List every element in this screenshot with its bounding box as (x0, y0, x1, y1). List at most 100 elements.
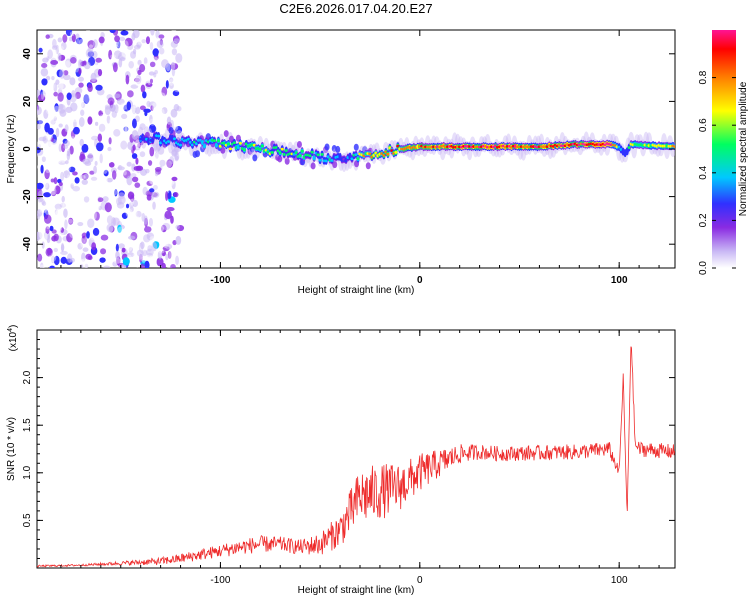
spectrogram-track-cell (216, 139, 221, 143)
spectrogram-noise-cell (156, 79, 164, 89)
spectrogram-noise-cell (149, 188, 155, 193)
spectrogram-xlabel: Height of straight line (km) (298, 285, 415, 296)
spectrogram-noise-cell (89, 170, 95, 175)
spectrogram-noise-cell (46, 247, 53, 256)
spectrogram-noise-cell (65, 58, 72, 68)
spectrogram-noise-cell (60, 171, 65, 182)
spectrogram-noise-cell (64, 140, 70, 147)
spectrogram-noise-cell (66, 92, 72, 101)
spectrogram-noise-cell (54, 156, 62, 164)
spectrogram-noise-cell (38, 228, 44, 239)
spectrogram-noise-cell (162, 240, 169, 249)
spectrogram-noise-cell (41, 201, 47, 207)
spectrogram-noise-cell (154, 107, 160, 115)
spectrogram-noise-cell (102, 196, 109, 202)
spectrogram-noise-cell (156, 257, 164, 267)
spectrogram-noise-cell (169, 30, 178, 37)
spectrogram-noise-cell (69, 77, 76, 86)
spectrogram-noise-cell (132, 252, 139, 259)
spectrogram-noise-cell (87, 83, 93, 93)
spectrogram-noise-cell (65, 30, 73, 37)
spectrogram-noise-cell (89, 145, 97, 150)
spectrogram-noise-cell (44, 207, 50, 215)
spectrogram-track-cell (350, 157, 354, 161)
spectrogram-noise-cell (77, 208, 85, 214)
spectrogram-noise-cell (144, 111, 148, 117)
spectrogram-noise-cell (166, 92, 172, 100)
spectrogram-track-cell (320, 153, 324, 156)
spectrogram-noise-cell (101, 122, 107, 132)
spectrogram-noise-cell (150, 105, 154, 111)
spectrogram-noise-cell (116, 232, 122, 242)
spectrogram-noise-cell (62, 164, 68, 172)
spectrogram-xtick-label: -100 (210, 275, 230, 286)
spectrogram-noise-cell (112, 189, 118, 196)
spectrogram-noise-cell (117, 166, 125, 171)
spectrogram-xtick-label: 100 (611, 275, 628, 286)
spectrogram-noise-cell (58, 143, 63, 152)
spectrogram-noise-cell (94, 121, 99, 126)
spectrogram-noise-cell (120, 30, 129, 36)
spectrogram-noise-cell (139, 64, 146, 73)
spectrogram-noise-cell (131, 153, 138, 159)
spectrogram-track-cell (228, 147, 232, 151)
spectrogram-track-cell (330, 159, 334, 162)
spectrogram-track-cell (232, 141, 236, 145)
spectrogram-noise-cell (109, 257, 114, 263)
spectrogram-noise-cell (173, 118, 180, 125)
spectrogram-noise-cell (120, 140, 128, 150)
spectrogram-noise-cell (43, 93, 50, 98)
spectrogram-track-cell (625, 149, 629, 153)
spectrogram-track-cell (260, 144, 264, 148)
spectrogram-noise-cell (116, 40, 121, 49)
spectrogram-noise-cell (38, 94, 46, 102)
spectrogram-noise-cell (131, 129, 139, 140)
spectrogram-noise-cell (96, 236, 102, 247)
spectrogram-noise-cell (64, 124, 69, 133)
spectrogram-track-cell (202, 144, 207, 148)
spectrogram-noise-cell (143, 48, 148, 55)
spectrogram-noise-cell (54, 209, 58, 215)
spectrogram-noise-cell (169, 82, 174, 89)
spectrogram-noise-cell (37, 140, 45, 149)
spectrogram-noise-cell (67, 148, 71, 157)
spectrogram-noise-cell (59, 69, 65, 79)
spectrogram-noise-cell (167, 179, 174, 187)
spectrogram-noise-cell (98, 188, 104, 194)
spectrogram-noise-cell (106, 215, 114, 225)
spectrogram-noise-cell (148, 101, 157, 109)
spectrogram-noise-cell (108, 49, 113, 60)
spectrogram-track-cell (318, 158, 322, 162)
spectrogram-noise-cell (93, 165, 98, 174)
snr-xtick-label: 100 (611, 575, 628, 586)
spectrogram-noise-cell (50, 137, 55, 142)
spectrogram-noise-cell (45, 34, 50, 39)
spectrogram-noise-cell (151, 191, 160, 198)
spectrogram-noise-cell (130, 173, 137, 178)
spectrogram-noise-cell (148, 177, 155, 185)
spectrogram-noise-cell (129, 206, 134, 213)
spectrogram-noise-cell (66, 253, 73, 264)
spectrogram-noise-cell (126, 203, 130, 209)
spectrogram-track-cell (178, 143, 183, 147)
spectrogram-noise-cell (81, 232, 88, 239)
spectrogram-noise-cell (166, 116, 172, 125)
spectrogram-noise-cell (156, 207, 161, 214)
svg-text:(x104): (x104) (7, 325, 19, 352)
spectrogram-noise-cell (120, 102, 128, 111)
spectrogram-noise-cell (70, 182, 74, 189)
spectrogram-noise-cell (122, 264, 127, 268)
spectrogram-track-cell (200, 141, 205, 144)
spectrogram-noise-cell (169, 78, 174, 86)
spectrogram-track-cell (214, 143, 219, 147)
spectrogram-noise-cell (99, 153, 103, 164)
spectrogram-noise-cell (83, 173, 89, 180)
spectrogram-noise-cell (154, 209, 162, 219)
spectrogram-track-cell (242, 148, 246, 152)
spectrogram-scatter-cell (335, 145, 341, 153)
spectrogram-noise-cell (44, 180, 49, 189)
spectrogram-noise-cell (146, 180, 154, 186)
spectrogram-noise-cell (47, 141, 53, 147)
spectrogram-noise-cell (169, 156, 175, 165)
spectrogram-noise-cell (60, 250, 68, 256)
